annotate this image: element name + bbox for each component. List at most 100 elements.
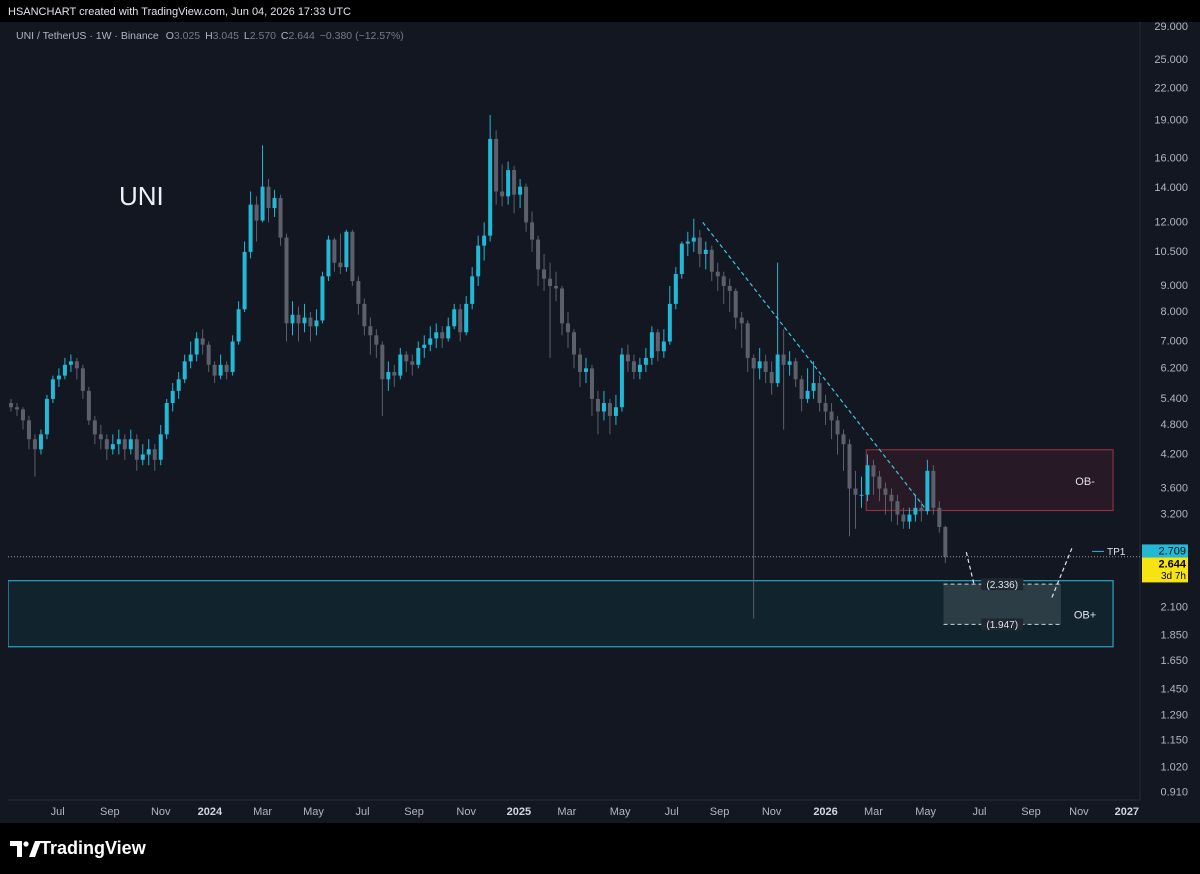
x-tick-label: Mar [864,806,883,818]
candle-body [74,361,79,369]
zone [8,580,1114,648]
candle-body [20,409,25,421]
y-tick-label: 9.000 [1160,280,1188,292]
candle-body [679,243,684,275]
candle-body [769,371,774,384]
y-tick-label: 6.200 [1160,362,1188,374]
y-tick-label: 3.600 [1160,482,1188,494]
candle-body [619,354,624,408]
candle-body [254,204,259,221]
chart-pane [0,22,1200,823]
candle-body [98,434,103,440]
candle-body [296,314,301,324]
candle-body [494,138,499,192]
candle-body [931,470,936,508]
candle-body [188,354,193,362]
candle-body [32,439,37,450]
y-tick-label: 4.200 [1160,448,1188,460]
logo-part [23,841,29,847]
candle-body [62,364,67,376]
tp-tag [1142,544,1188,558]
candle-body [50,379,55,399]
x-tick-label: Sep [1021,806,1041,818]
candle-body [577,354,582,372]
candle-body [248,204,253,252]
legend-low: 2.570 [250,30,276,42]
candle-body [907,514,912,522]
candle-body [260,186,265,221]
legend-letter: H [205,30,213,42]
candle-body [572,332,576,355]
logo-part [10,841,22,857]
candle-body [314,320,319,327]
candle-body [38,434,43,450]
candle-body [86,390,91,421]
candle-body [889,494,894,502]
candle-body [308,317,313,327]
y-tick-label: 4.800 [1160,419,1188,431]
candle-body [709,249,714,272]
candle-body [170,390,175,404]
zone-label: OB- [1075,476,1095,488]
candle-body [350,231,355,282]
annotation: UNI [119,181,164,211]
candle-body [242,251,247,310]
x-tick-label: 2027 [1115,806,1139,818]
candle-body [919,507,924,512]
legend-letter: C [281,30,289,42]
candle-body [176,379,181,391]
candle-body [80,368,85,391]
candle-body [757,361,762,369]
candle-body [739,317,744,324]
candle-body [745,323,750,358]
x-tick-label: Nov [456,806,476,818]
candle-body [380,344,385,380]
candle-body [512,170,517,195]
candle-body [548,278,553,286]
last-price: 2.644 [1158,558,1186,570]
candle-body [104,439,109,450]
candle-body [763,361,768,372]
candle-body [817,383,822,404]
x-tick-label: Jul [51,806,65,818]
x-tick-label: May [915,806,936,818]
candle-body [751,357,756,369]
candle-body [536,239,541,270]
y-tick-label: 8.000 [1160,306,1188,318]
candle-body [110,444,115,450]
candle-body [422,344,427,348]
candle-body [655,332,660,352]
candle-body [224,364,229,372]
x-tick-label: Mar [557,806,576,818]
candle-body [368,326,373,336]
candle-body [913,507,918,515]
countdown: 3d 7h [1161,571,1186,582]
x-tick-label: Jul [972,806,986,818]
candle-body [338,262,343,268]
candle-body [290,314,295,324]
x-tick-label: Nov [151,806,171,818]
candle-body [152,449,157,460]
candle-body [685,241,690,244]
projection [965,545,1074,598]
candle-body [667,303,672,342]
x-tick-label: Nov [1069,806,1089,818]
candle-body [272,197,277,209]
candle-body [649,332,654,358]
candle-body [943,527,948,557]
candle-body [428,338,433,345]
candle-body [332,239,337,263]
candle-body [697,237,702,254]
candle-body [284,237,289,324]
zone [865,449,1114,512]
candle-body [901,514,906,522]
candle-body [146,449,151,455]
candle-body [44,398,49,435]
x-tick-label: Nov [762,806,782,818]
candle-body [56,375,61,380]
candle-body [458,309,463,333]
candle-body [715,271,720,277]
y-tick-label: 19.000 [1154,115,1188,127]
